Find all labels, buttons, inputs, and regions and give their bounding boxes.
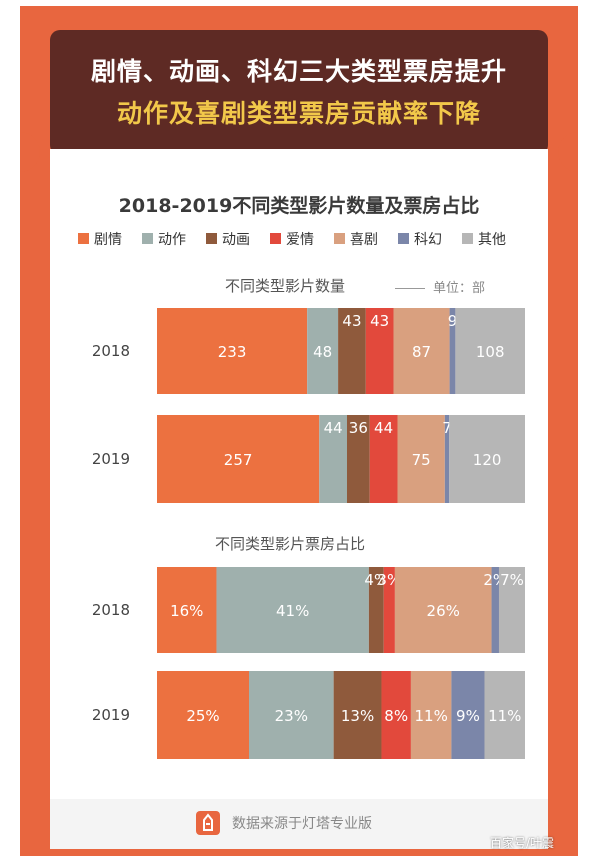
legend-label: 其他 <box>478 232 506 248</box>
row-year-label: 2019 <box>92 706 130 724</box>
bar-value-label: 9 <box>448 312 458 330</box>
legend-swatch <box>78 233 89 244</box>
footer-source-text: 数据来源于灯塔专业版 <box>232 816 372 832</box>
bar-value-label: 257 <box>224 451 253 469</box>
bar-segment <box>369 415 398 503</box>
legend-swatch <box>462 233 473 244</box>
bar-value-label: 108 <box>476 343 505 361</box>
row-year-label: 2018 <box>92 601 130 619</box>
legend-item: 其他 <box>462 229 506 249</box>
bar-value-label: 13% <box>341 707 374 725</box>
bar-segment <box>249 671 334 759</box>
watermark-text: 百家号/叶震 <box>490 836 555 850</box>
ticket-notch-left <box>20 132 40 172</box>
bar-segment <box>394 567 492 653</box>
bar-segment <box>484 671 525 759</box>
bar-segment <box>397 415 445 503</box>
banner-title-line1: 剧情、动画、科幻三大类型票房提升 <box>90 57 507 86</box>
bar-value-label: 44 <box>324 419 343 437</box>
bar-segment <box>498 567 525 653</box>
bar-segment <box>368 567 384 653</box>
bar-segment <box>451 671 485 759</box>
share-section-title: 不同类型影片票房占比 <box>215 535 366 553</box>
legend-item: 动画 <box>206 229 250 249</box>
bar-value-label: 43 <box>342 312 361 330</box>
title-banner: 剧情、动画、科幻三大类型票房提升 动作及喜剧类型票房贡献率下降 <box>50 30 548 155</box>
ticket-notch-right <box>558 132 578 172</box>
count-section-title: 不同类型影片数量 <box>225 277 346 295</box>
legend-item: 剧情 <box>78 229 122 249</box>
bar-value-label: 36 <box>349 419 368 437</box>
bar-value-label: 4% <box>364 571 388 589</box>
bar-value-label: 43 <box>370 312 389 330</box>
legend-item: 喜剧 <box>334 229 378 249</box>
legend-label: 爱情 <box>286 232 314 248</box>
bar-segment <box>455 308 525 394</box>
count-unit-label: 单位：部 <box>433 281 486 296</box>
bar-segment <box>319 415 347 503</box>
bar-value-label: 11% <box>488 707 521 725</box>
bar-value-label: 7 <box>442 419 452 437</box>
bar-segment <box>491 567 499 653</box>
bar-value-label: 120 <box>473 451 502 469</box>
bar-value-label: 23% <box>275 707 308 725</box>
bar-segment <box>346 415 370 503</box>
legend-swatch <box>270 233 281 244</box>
chart-card: 2018-2019不同类型影片数量及票房占比 剧情 动作 动画 爱情 喜剧 科幻 其他 不同… <box>50 149 548 849</box>
bar-value-label: 7% <box>500 571 524 589</box>
legend-swatch <box>334 233 345 244</box>
chart-title: 2018-2019不同类型影片数量及票房占比 <box>118 195 480 217</box>
legend-swatch <box>206 233 217 244</box>
bar-segment <box>393 308 450 394</box>
bar-segment <box>307 308 339 394</box>
bar-segment <box>333 671 382 759</box>
bar-value-label: 9% <box>456 707 480 725</box>
banner-title-line2: 动作及喜剧类型票房贡献率下降 <box>116 99 481 128</box>
bar-segment <box>157 308 308 394</box>
bar-segment <box>444 415 450 503</box>
legend-label: 动作 <box>158 232 186 248</box>
bar-segment <box>216 567 369 653</box>
bar-value-label: 41% <box>276 602 309 620</box>
bar-segment <box>157 415 320 503</box>
legend-item: 动作 <box>142 229 186 249</box>
legend-label: 科幻 <box>414 232 442 248</box>
legend-item: 科幻 <box>398 229 442 249</box>
bar-value-label: 233 <box>218 343 247 361</box>
unit-dash <box>395 288 425 289</box>
legend-swatch <box>142 233 153 244</box>
bar-value-label: 87 <box>412 343 431 361</box>
count-unit: 单位：部 <box>395 277 485 296</box>
bar-value-label: 25% <box>186 707 219 725</box>
legend-label: 喜剧 <box>350 232 378 248</box>
bar-value-label: 16% <box>170 602 203 620</box>
footer: 数据来源于灯塔专业版 <box>50 799 548 849</box>
stacked-bar-chart: 2018 233 48 43 43 87 9 108 2019 257 44 36 44 75 7 120 20… <box>92 308 525 759</box>
legend-label: 剧情 <box>94 232 122 248</box>
bar-value-label: 11% <box>414 707 447 725</box>
bar-segment <box>157 671 249 759</box>
legend-item: 爱情 <box>270 229 314 249</box>
legend-swatch <box>398 233 409 244</box>
bar-segment <box>365 308 394 394</box>
bar-value-label: 8% <box>384 707 408 725</box>
bar-segment <box>338 308 366 394</box>
bar-value-label: 26% <box>427 602 460 620</box>
bar-segment <box>449 415 525 503</box>
bar-value-label: 75 <box>412 451 431 469</box>
row-year-label: 2018 <box>92 342 130 360</box>
bar-segment <box>381 671 411 759</box>
bar-segment <box>383 567 395 653</box>
bar-segment <box>449 308 456 394</box>
bar-value-label: 48 <box>313 343 332 361</box>
poster-frame: 剧情、动画、科幻三大类型票房提升 动作及喜剧类型票房贡献率下降 2018-201… <box>20 6 578 856</box>
bar-segment <box>410 671 452 759</box>
legend: 剧情 动作 动画 爱情 喜剧 科幻 其他 <box>78 229 538 249</box>
bar-value-label: 44 <box>374 419 393 437</box>
row-year-label: 2019 <box>92 450 130 468</box>
legend-label: 动画 <box>222 232 250 248</box>
bar-segment <box>157 567 217 653</box>
lighthouse-logo-icon <box>196 811 220 835</box>
